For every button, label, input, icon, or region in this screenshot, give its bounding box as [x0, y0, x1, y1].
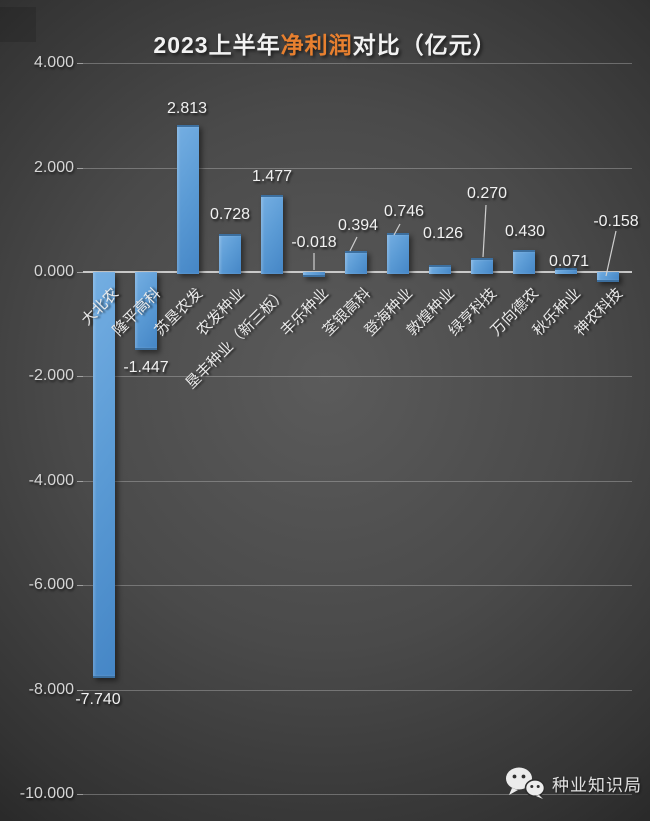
value-label: 0.126 [422, 225, 464, 242]
value-label: 0.430 [504, 223, 546, 240]
value-label: 2.813 [166, 100, 208, 117]
y-tick-mark [77, 272, 83, 273]
y-tick-label: -4.000 [28, 471, 74, 489]
wechat-icon [506, 767, 545, 799]
y-tick-label: -8.000 [28, 680, 74, 698]
gridline [83, 376, 632, 378]
bar-万向德农 [513, 249, 535, 274]
bar-农发种业 [219, 233, 241, 274]
bar-大北农 [93, 272, 115, 679]
y-tick-mark [77, 63, 83, 65]
bar-苏垦农发 [177, 125, 199, 274]
y-tick-label: 0.000 [33, 263, 74, 280]
y-tick-mark [77, 480, 83, 482]
y-tick-mark [77, 689, 83, 691]
value-label: 0.394 [337, 217, 379, 234]
y-tick-mark [77, 376, 83, 378]
gridline [83, 480, 632, 482]
gridline [83, 167, 632, 169]
value-label: 0.746 [383, 203, 425, 220]
value-label: -1.447 [123, 359, 169, 376]
bar-敦煌种业 [429, 265, 451, 274]
value-label: -0.018 [291, 234, 337, 251]
corner-shade [0, 7, 36, 42]
gridline [83, 794, 632, 795]
y-tick-label: -2.000 [28, 367, 74, 385]
bar-丰乐种业 [303, 272, 325, 277]
value-label: 0.071 [548, 253, 590, 270]
bar-登海种业 [387, 233, 409, 274]
title-suffix: 对比（亿元） [352, 32, 497, 58]
watermark: 种业知识局 [505, 766, 642, 800]
bar-荃银高科 [345, 251, 367, 274]
bar-隆平高科 [135, 272, 157, 350]
value-label: 0.728 [209, 206, 251, 223]
value-label: 1.477 [251, 168, 293, 185]
title-highlight: 净利润 [280, 32, 353, 58]
y-tick-label: -6.000 [28, 576, 74, 594]
y-tick-label: -10.000 [19, 785, 74, 802]
watermark-label: 种业知识局 [552, 775, 642, 795]
y-tick-label: 2.000 [33, 158, 74, 176]
title-prefix: 2023上半年 [153, 32, 281, 58]
y-tick-label: 4.000 [33, 54, 74, 72]
value-label: -7.740 [75, 691, 121, 708]
gridline [83, 689, 632, 691]
gridline [83, 585, 632, 587]
bar-神农科技 [597, 272, 619, 283]
bar-绿亨科技 [471, 257, 493, 274]
chart-title: 2023上半年净利润对比（亿元） [0, 26, 650, 60]
value-label: 0.270 [466, 185, 508, 202]
gridline [83, 63, 632, 65]
y-tick-mark [77, 794, 83, 795]
value-label: -0.158 [593, 213, 639, 230]
bar-秋乐种业 [555, 268, 577, 274]
y-tick-mark [77, 167, 83, 169]
y-tick-mark [77, 585, 83, 587]
bar-垦丰种业（新三板） [261, 194, 283, 274]
